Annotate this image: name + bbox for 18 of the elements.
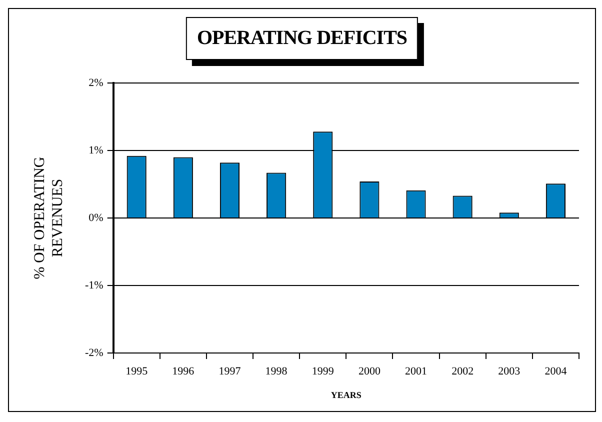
x-tick-label: 1995 <box>126 365 148 378</box>
y-tick-label: 2% <box>88 76 104 89</box>
y-tick-label: 1% <box>88 144 104 156</box>
x-tick-label: 2004 <box>544 365 568 378</box>
y-tick-label: -2% <box>85 346 104 359</box>
x-tick-label: 1996 <box>172 365 195 378</box>
x-tick-label: 2002 <box>452 365 474 378</box>
x-tick-label: 1999 <box>312 365 334 378</box>
x-tick-label: 2001 <box>405 365 428 378</box>
x-tick-label: 1998 <box>265 365 288 378</box>
chart-title: OPERATING DEFICITS <box>186 17 418 60</box>
y-tick-label: 0% <box>88 212 104 224</box>
x-tick-label: 2000 <box>358 365 381 378</box>
y-axis-title: % OF OPERATING REVENUES <box>32 156 66 280</box>
x-tick-label: 1997 <box>218 365 242 378</box>
y-tick-label: -1% <box>85 279 104 292</box>
x-axis-title: YEARS <box>330 390 362 400</box>
x-tick-label: 2003 <box>498 365 521 378</box>
